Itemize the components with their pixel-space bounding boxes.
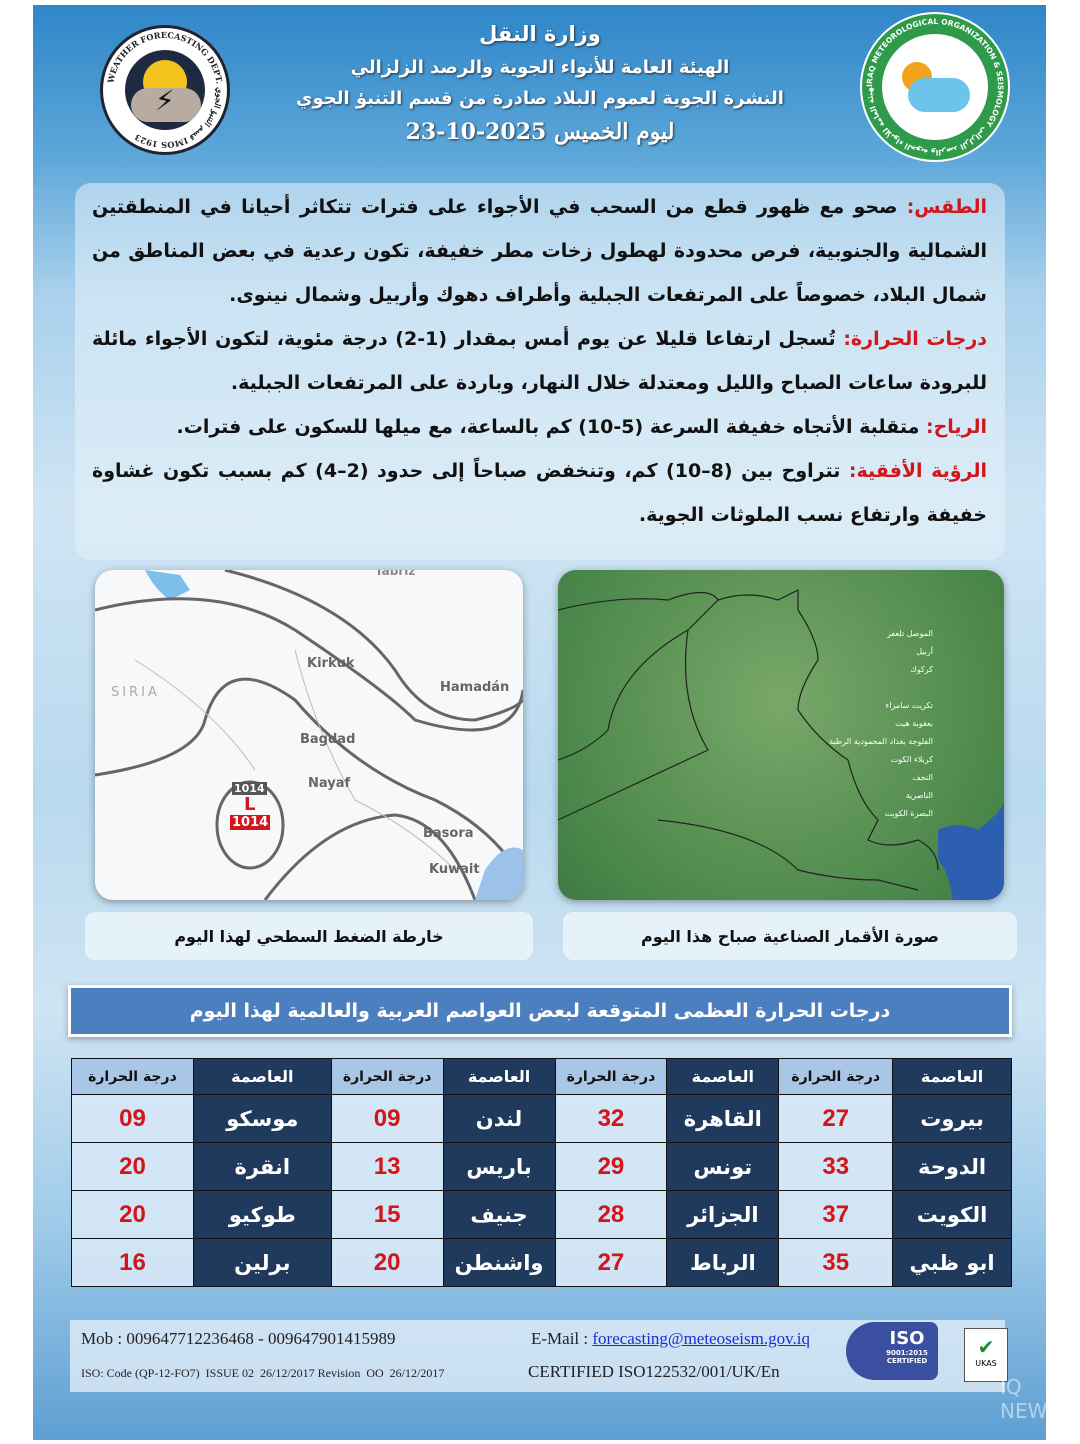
table-row: ابو ظبي 35 الرباط 27 واشنطن 20 برلين 16 [71,1238,1012,1287]
map-label-hamadan: Hamadán [440,680,510,695]
table-row: بيروت 27 القاهرة 32 لندن 09 موسكو 09 [71,1094,1012,1143]
pressure-map-caption: خارطة الضغط السطحي لهذا اليوم [85,912,533,960]
email-line: E-Mail : forecasting@meteoseism.gov.iq [531,1329,810,1348]
map-label-bagdad: Bagdad [300,732,356,747]
mobile-numbers: Mob : 009647712236468 - 009647901415989 [81,1329,396,1348]
city-cell: واشنطن [442,1238,556,1287]
iso-certified: CERTIFIED ISO122532/001/UK/En [528,1362,780,1381]
bulletin-title: النشرة الجوية لعموم البلاد صادرة من قسم … [296,88,784,109]
temp-cell: 37 [778,1190,894,1239]
checkmark-icon: ✔ [977,1335,995,1359]
satellite-image: الموصل تلعفر أربيل كركوك تكريت سامراء بعق… [558,570,1004,900]
col-temp: درجة الحرارة [71,1058,194,1095]
temperature-label: درجات الحرارة: [843,328,988,350]
city-cell: برلين [192,1238,332,1287]
map-label-kuwait: Kuwait [429,862,480,877]
iraq-meteorological-organization-logo: IRAQ METEOROLOGICAL ORGANIZATION & SEISM… [860,12,1010,162]
forecast-temperature: درجات الحرارة: تُسجل ارتفاعا قليلا عن يو… [92,328,988,394]
wind-label: الرياح: [925,416,987,438]
map-label-basora: Basora [423,826,474,841]
temp-cell: 28 [554,1190,668,1239]
city-cell: انقرة [192,1142,332,1191]
city-cell: القاهرة [666,1094,780,1143]
forecast-wind: الرياح: متقلبة الأتجاه خفيفة السرعة (5-1… [176,416,987,438]
iso-badge: ISO 9001:2015 CERTIFIED [846,1322,938,1380]
col-capital: العاصمة [666,1058,780,1095]
capitals-temperature-table: العاصمة درجة الحرارة العاصمة درجة الحرار… [71,1058,1012,1287]
temp-cell: 35 [778,1238,894,1287]
city-cell: باريس [442,1142,556,1191]
authority-title: الهيئة العامة للأنواء الجوية والرصد الزل… [350,57,730,78]
iq-news-watermark: IQ NEWS [1000,1375,1061,1423]
temp-cell: 20 [71,1142,194,1191]
forecast-visibility: الرؤية الأفقية: تتراوح بين (8–10) كم، وت… [92,460,988,526]
table-row: الدوحة 33 تونس 29 باريس 13 انقرة 20 [71,1142,1012,1191]
bulletin-date: ليوم الخميس 2025-10-23 [405,119,675,145]
table-header-row: العاصمة درجة الحرارة العاصمة درجة الحرار… [71,1058,1012,1095]
temp-cell: 29 [554,1142,668,1191]
low-pressure-symbol: L [244,794,256,815]
ministry-title: وزارة النقل [479,22,601,46]
iso-code: ISO: Code (QP-12-FO7) ISSUE 02 26/12/201… [81,1366,445,1380]
city-cell: تونس [666,1142,780,1191]
isobar-label: 1014 [232,782,267,795]
weather-label: الطقس: [906,196,987,218]
low-pressure-value: 1014 [230,815,271,830]
capitals-table-title: درجات الحرارة العظمى المتوقعة لبعض العوا… [68,985,1012,1037]
map-label-nayaf: Nayaf [308,776,351,791]
forecast-weather: الطقس: صحو مع ظهور قطع من السحب في الأجو… [92,196,987,306]
temp-cell: 15 [330,1190,444,1239]
col-temp: درجة الحرارة [778,1058,894,1095]
city-cell: الدوحة [892,1142,1012,1191]
city-cell: بيروت [892,1094,1012,1143]
temp-cell: 09 [71,1094,194,1143]
cloud-icon [131,88,201,122]
city-cell: موسكو [192,1094,332,1143]
email-link[interactable]: forecasting@meteoseism.gov.iq [592,1329,810,1348]
city-cell: الجزائر [666,1190,780,1239]
col-temp: درجة الحرارة [554,1058,668,1095]
table-row: الكويت 37 الجزائر 28 جنيف 15 طوكيو 20 [71,1190,1012,1239]
city-cell: طوكيو [192,1190,332,1239]
map-label-siria: SIRIA [111,685,160,700]
ukas-logo: ✔ UKAS [964,1328,1008,1382]
temp-cell: 13 [330,1142,444,1191]
city-cell: الرباط [666,1238,780,1287]
map-label-kirkuk: Kirkuk [307,656,355,671]
city-cell: ابو ظبي [892,1238,1012,1287]
temp-cell: 32 [554,1094,668,1143]
col-capital: العاصمة [892,1058,1012,1095]
city-cell: الكويت [892,1190,1012,1239]
visibility-label: الرؤية الأفقية: [848,460,988,482]
city-cell: جنيف [442,1190,556,1239]
col-capital: العاصمة [442,1058,556,1095]
temp-cell: 27 [778,1094,894,1143]
temp-cell: 16 [71,1238,194,1287]
temp-cell: 27 [554,1238,668,1287]
surface-pressure-map: Tabriz Kirkuk SIRIA Hamadán Bagdad Nayaf… [95,570,523,900]
city-cell: لندن [442,1094,556,1143]
col-temp: درجة الحرارة [330,1058,444,1095]
map-label-tabriz: Tabriz [375,570,416,578]
temp-cell: 33 [778,1142,894,1191]
cloud-icon [908,78,970,112]
lightning-icon: ⚡ [155,84,175,117]
col-capital: العاصمة [192,1058,332,1095]
forecast-panel [75,183,1005,560]
satellite-city-labels: الموصل تلعفر أربيل كركوك تكريت سامراء بعق… [829,629,933,818]
temp-cell: 20 [71,1190,194,1239]
temp-cell: 09 [330,1094,444,1143]
weather-forecasting-dept-logo: WEATHER FORECASTING DEPT. قسم التنبؤ الج… [100,25,230,155]
temp-cell: 20 [330,1238,444,1287]
satellite-caption: صورة الأقمار الصناعية صباح هذا اليوم [563,912,1017,960]
